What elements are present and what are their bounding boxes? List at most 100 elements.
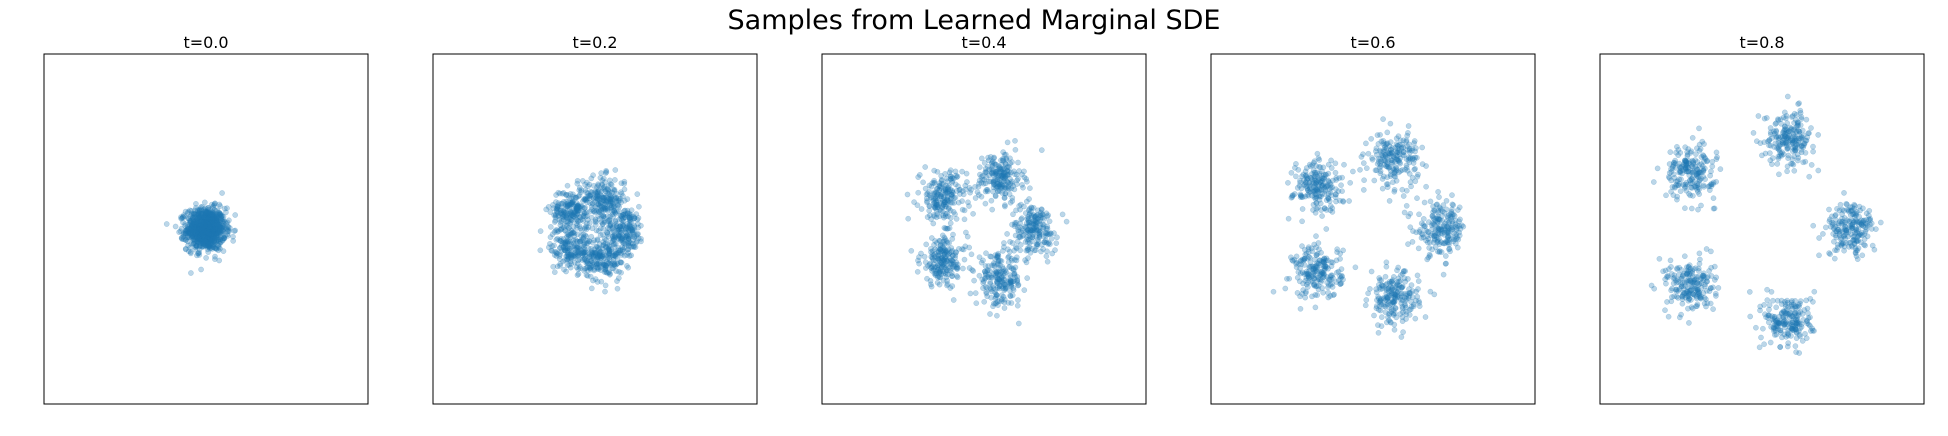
scatter-point <box>602 244 609 250</box>
scatter-point <box>1320 258 1327 265</box>
scatter-point <box>979 176 986 183</box>
scatter-point <box>926 202 933 209</box>
scatter-point <box>192 231 199 237</box>
scatter-point <box>1374 132 1381 138</box>
scatter-point <box>562 203 569 209</box>
scatter-point <box>207 237 214 243</box>
scatter-point <box>562 247 568 254</box>
scatter-point <box>209 232 216 239</box>
scatter-point <box>217 239 224 245</box>
scatter-point <box>548 247 555 254</box>
scatter-point <box>196 230 203 237</box>
scatter-point <box>1025 219 1032 226</box>
scatter-point <box>931 270 938 277</box>
scatter-point <box>1679 275 1685 282</box>
scatter-point <box>619 227 625 233</box>
scatter-point <box>1772 130 1778 137</box>
scatter-point <box>997 181 1004 188</box>
scatter-point <box>571 213 578 220</box>
scatter-point <box>1405 123 1412 129</box>
scatter-point <box>203 227 210 234</box>
scatter-point <box>564 239 571 246</box>
scatter-point <box>1411 166 1418 173</box>
scatter-point <box>937 242 944 248</box>
scatter-point <box>216 224 223 230</box>
scatter-point <box>1807 295 1814 302</box>
scatter-point <box>198 222 205 228</box>
scatter-point <box>1033 220 1040 226</box>
scatter-point <box>1810 222 1817 229</box>
scatter-point <box>942 203 948 210</box>
scatter-point <box>618 190 625 197</box>
scatter-point <box>594 260 600 267</box>
scatter-point <box>191 221 198 227</box>
scatter-point <box>934 202 941 208</box>
scatter-point <box>985 154 991 161</box>
scatter-point <box>595 193 602 200</box>
scatter-point <box>195 211 202 217</box>
scatter-point <box>1037 212 1043 219</box>
scatter-point <box>207 216 214 223</box>
scatter-point <box>1761 341 1767 348</box>
scatter-point <box>611 186 618 193</box>
scatter-point <box>211 216 218 223</box>
scatter-point <box>216 210 222 216</box>
scatter-point <box>210 224 217 230</box>
scatter-point <box>580 213 587 219</box>
scatter-point <box>226 217 232 224</box>
scatter-point <box>939 208 946 215</box>
scatter-point <box>1385 181 1391 187</box>
scatter-point <box>197 234 203 241</box>
scatter-point <box>1270 288 1277 295</box>
scatter-point <box>949 189 956 195</box>
scatter-point <box>204 220 210 227</box>
scatter-point <box>196 225 202 232</box>
scatter-point <box>568 253 574 259</box>
scatter-point <box>591 255 597 262</box>
scatter-point <box>547 224 554 230</box>
scatter-point <box>581 246 588 253</box>
scatter-point <box>204 220 210 227</box>
scatter-point <box>567 211 573 218</box>
scatter-point <box>1030 229 1037 236</box>
scatter-point <box>213 225 219 232</box>
scatter-point <box>1386 317 1392 324</box>
scatter-point <box>203 220 210 227</box>
scatter-point <box>574 207 581 213</box>
scatter-point <box>1014 302 1021 309</box>
scatter-point <box>601 205 608 211</box>
scatter-point <box>1788 333 1794 339</box>
scatter-point <box>563 201 569 207</box>
scatter-point <box>985 157 992 164</box>
scatter-point <box>1346 198 1352 204</box>
scatter-point <box>560 244 567 251</box>
scatter-point <box>1706 268 1712 274</box>
scatter-point <box>1785 152 1792 159</box>
scatter-point <box>581 252 588 258</box>
scatter-point <box>210 226 217 233</box>
scatter-point <box>1005 163 1011 170</box>
scatter-point <box>570 251 577 257</box>
scatter-point <box>1015 227 1021 234</box>
scatter-point <box>985 274 992 281</box>
scatter-point <box>1013 245 1020 252</box>
scatter-point <box>1709 163 1716 170</box>
scatter-point <box>588 248 595 255</box>
scatter-point <box>937 246 944 253</box>
scatter-point <box>1376 299 1383 305</box>
scatter-point <box>569 198 576 205</box>
scatter-point <box>1837 201 1844 208</box>
scatter-point <box>592 188 599 195</box>
scatter-point <box>217 211 224 217</box>
scatter-point <box>220 235 227 242</box>
scatter-point <box>928 235 935 241</box>
scatter-point <box>602 266 608 273</box>
scatter-point <box>178 215 185 222</box>
scatter-point <box>204 246 211 253</box>
scatter-point <box>955 199 962 206</box>
scatter-point <box>931 200 938 207</box>
scatter-point <box>1021 203 1027 210</box>
scatter-point <box>199 203 205 210</box>
scatter-point <box>935 246 942 252</box>
scatter-point <box>988 169 995 175</box>
